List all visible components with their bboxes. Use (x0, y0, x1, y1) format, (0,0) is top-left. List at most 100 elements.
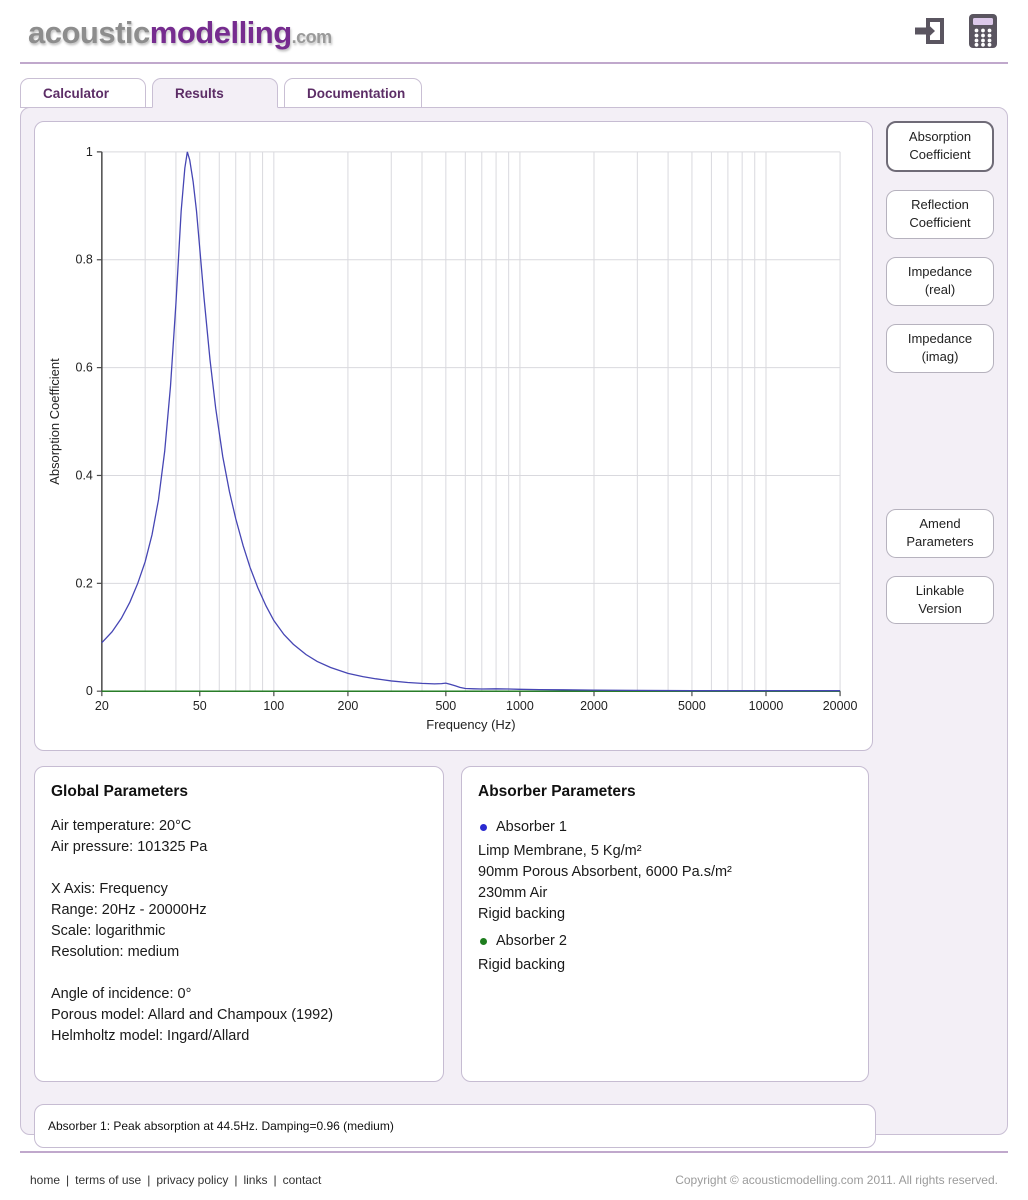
tab-calculator[interactable]: Calculator (20, 78, 146, 108)
absorber-1-layer: 230mm Air (478, 885, 548, 901)
y-tick-label: 0.8 (76, 253, 93, 267)
button-label-line: (imag) (921, 349, 959, 365)
x-tick-label: 10000 (749, 699, 784, 713)
button-label-line: Coefficient (909, 147, 971, 163)
status-bar: Absorber 1: Peak absorption at 44.5Hz. D… (34, 1104, 876, 1148)
absorber-2-name: Absorber 2 (496, 933, 567, 949)
absorber-1-layer: Rigid backing (478, 906, 566, 922)
air-parameters-group: Air temperature: 20°C Air pressure: 1013… (51, 816, 427, 858)
button-spacer (886, 391, 994, 509)
x-tick-label: 2000 (580, 699, 608, 713)
absorber-parameters-title: Absorber Parameters (478, 783, 636, 800)
footer: home | terms of use | privacy policy | links | c… (0, 1153, 1028, 1187)
helmholtz-model: Helmholtz model: Ingard/Allard (51, 1028, 250, 1044)
axis-parameters-group: X Axis: Frequency Range: 20Hz - 20000Hz … (51, 879, 427, 963)
footer-separator: | (66, 1173, 70, 1187)
footer-divider (20, 1151, 1008, 1153)
air-pressure: Air pressure: 101325 Pa (51, 839, 208, 855)
absorber-1-layer: Limp Membrane, 5 Kg/m² (478, 843, 642, 859)
y-tick-label: 0.2 (76, 576, 93, 590)
x-axis-setting: X Axis: Frequency (51, 881, 168, 897)
logo-part-modelling: modelling (149, 15, 292, 50)
y-tick-label: 1 (86, 145, 93, 159)
x-tick-label: 5000 (678, 699, 706, 713)
login-icon[interactable] (912, 13, 948, 54)
footer-link-links[interactable]: links (243, 1173, 268, 1187)
logo-part-acoustic: acoustic (28, 15, 150, 50)
resolution-setting: Resolution: medium (51, 944, 180, 960)
x-axis-title: Frequency (Hz) (426, 717, 515, 732)
absorption-coefficient-button[interactable]: Absorption Coefficient (886, 121, 994, 172)
x-tick-label: 100 (263, 699, 284, 713)
scale-setting: Scale: logarithmic (51, 923, 166, 939)
footer-link-home[interactable]: home (30, 1173, 61, 1187)
button-label-line: (real) (924, 282, 956, 298)
tab-documentation[interactable]: Documentation (284, 78, 423, 108)
angle-of-incidence: Angle of incidence: 0° (51, 986, 192, 1002)
global-parameters-title: Global Parameters (51, 783, 188, 800)
x-tick-label: 50 (193, 699, 207, 713)
header: acousticmodelling.com (0, 0, 1028, 62)
button-label-line: Version (918, 600, 962, 616)
x-tick-label: 20000 (823, 699, 858, 713)
tab-bar: Calculator Results Documentation (20, 78, 1028, 108)
chart-panel: 20 50 100 200 500 1000 2000 5000 10000 20000 0 0.2 0… (34, 121, 873, 751)
footer-link-terms[interactable]: terms of use (75, 1173, 142, 1187)
absorber-1-header: Absorber 1 (480, 816, 852, 838)
reflection-coefficient-button[interactable]: Reflection Coefficient (886, 189, 994, 239)
parameters-row: Global Parameters Air temperature: 20°C … (34, 766, 994, 1082)
absorber-2-header: Absorber 2 (480, 930, 852, 952)
absorber-parameters-box: Absorber Parameters Absorber 1 Limp Memb… (461, 766, 869, 1082)
button-label-line: Coefficient (909, 215, 971, 231)
footer-link-contact[interactable]: contact (282, 1173, 322, 1187)
absorber-2-bullet (480, 937, 487, 945)
y-tick-label: 0 (86, 684, 93, 698)
global-parameters-box: Global Parameters Air temperature: 20°C … (34, 766, 444, 1082)
header-divider (20, 62, 1008, 64)
copyright-text: Copyright © acousticmodelling.com 2011. … (675, 1173, 998, 1187)
button-label-line: Amend (919, 515, 961, 531)
button-label-line: Reflection (911, 196, 969, 212)
button-label-line: Linkable (915, 582, 965, 598)
footer-links: home | terms of use | privacy policy | links | c… (30, 1173, 321, 1187)
impedance-imag-button[interactable]: Impedance (imag) (886, 323, 994, 373)
chart-row: 20 50 100 200 500 1000 2000 5000 10000 20000 0 0.2 0… (34, 121, 994, 751)
header-icons (912, 13, 998, 54)
button-label-line: Impedance (907, 330, 973, 346)
footer-separator: | (147, 1173, 151, 1187)
absorber-2-layer: Rigid backing (478, 957, 566, 973)
chart-view-buttons: Absorption Coefficient Reflection Coeffi… (886, 121, 994, 751)
site-logo[interactable]: acousticmodelling.com (28, 15, 332, 51)
status-text: Absorber 1: Peak absorption at 44.5Hz. D… (48, 1119, 394, 1133)
y-tick-label: 0.6 (76, 361, 93, 375)
y-tick-label: 0.4 (76, 468, 93, 482)
x-tick-label: 1000 (506, 699, 534, 713)
results-panel: 20 50 100 200 500 1000 2000 5000 10000 20000 0 0.2 0… (20, 107, 1008, 1148)
button-label-line: Parameters (906, 534, 974, 550)
footer-separator: | (234, 1173, 238, 1187)
footer-link-privacy[interactable]: privacy policy (156, 1173, 229, 1187)
x-tick-label: 20 (95, 699, 109, 713)
y-axis-title: Absorption Coefficient (47, 358, 62, 485)
linkable-version-button[interactable]: Linkable Version (886, 575, 994, 625)
absorber-1-bullet (480, 823, 487, 831)
absorber-1-layer: 90mm Porous Absorbent, 6000 Pa.s/m² (478, 864, 732, 880)
absorption-chart: 20 50 100 200 500 1000 2000 5000 10000 20000 0 0.2 0… (47, 145, 858, 732)
x-tick-label: 500 (435, 699, 456, 713)
absorber-1-name: Absorber 1 (496, 819, 567, 835)
button-label-line: Absorption (908, 129, 972, 144)
porous-model: Porous model: Allard and Champoux (1992) (51, 1007, 334, 1023)
button-label-line: Impedance (907, 263, 973, 279)
air-temperature: Air temperature: 20°C (51, 818, 192, 834)
logo-part-com: .com (291, 27, 333, 47)
amend-parameters-button[interactable]: Amend Parameters (886, 508, 994, 558)
footer-separator: | (273, 1173, 277, 1187)
x-tick-label: 200 (338, 699, 359, 713)
calculator-icon[interactable] (968, 13, 998, 54)
model-parameters-group: Angle of incidence: 0° Porous model: All… (51, 984, 427, 1047)
series-absorber-1 (101, 151, 841, 692)
impedance-real-button[interactable]: Impedance (real) (886, 256, 994, 306)
tab-results[interactable]: Results (152, 78, 278, 108)
range-setting: Range: 20Hz - 20000Hz (51, 902, 207, 918)
